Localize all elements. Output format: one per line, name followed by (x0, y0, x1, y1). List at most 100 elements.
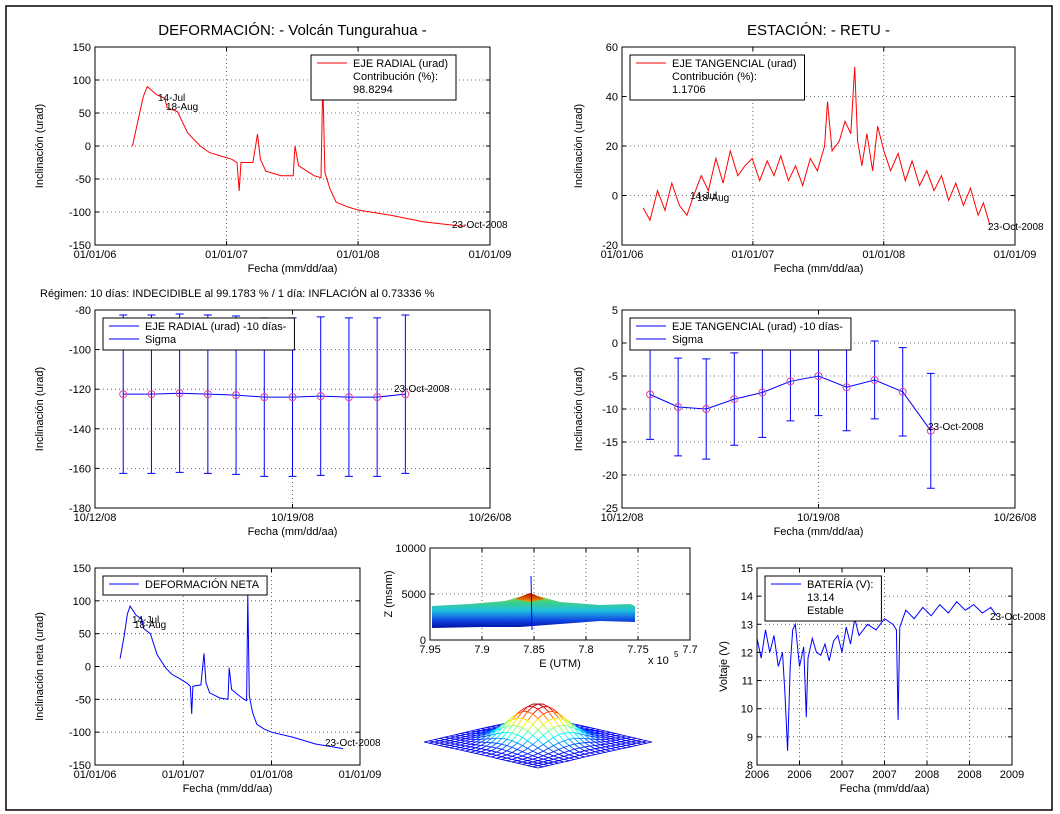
error-bar (316, 316, 325, 476)
annotation: 14-Jul (132, 615, 159, 626)
x-axis-label: Fecha (mm/dd/aa) (183, 783, 273, 795)
y-tick-label: -25 (602, 503, 618, 515)
y-axis-label: Inclinación (urad) (573, 367, 585, 451)
data-point (260, 393, 269, 402)
x-axis-label: Fecha (mm/dd/aa) (774, 263, 864, 275)
x-tick-label: 01/01/09 (469, 249, 512, 261)
data-point (288, 393, 297, 402)
error-bar (898, 347, 907, 437)
y-tick-label: 0 (85, 141, 91, 153)
legend-box (629, 317, 852, 351)
legend-label: Contribución (%): (672, 71, 757, 83)
annotation: 23-Oct-2008 (452, 220, 508, 231)
legend-label: Sigma (672, 334, 704, 346)
legend-label: EJE RADIAL (urad) -10 días- (145, 321, 287, 333)
error-bar (401, 314, 410, 474)
data-point (232, 391, 241, 400)
y-tick-label: -100 (69, 207, 91, 219)
data-point (842, 383, 851, 392)
y-tick-label: 0 (85, 662, 91, 674)
y-tick-label: 15 (741, 563, 753, 575)
annotation: 18-Aug (166, 102, 198, 113)
y-tick-label: 13 (741, 619, 753, 631)
annotation: 23-Oct-2008 (325, 738, 381, 749)
data-point (373, 393, 382, 402)
y-tick-label: 150 (73, 42, 91, 54)
y-tick-label: 11 (742, 676, 753, 688)
legend: DEFORMACIÓN NETA (102, 575, 268, 596)
data-point (344, 393, 353, 402)
data-point (926, 426, 935, 435)
data-point (674, 403, 683, 412)
y-tick-label: -80 (75, 305, 91, 317)
data-point (786, 377, 795, 386)
x-tick-label: 2009 (1000, 769, 1024, 781)
annotation: 23-Oct-2008 (394, 384, 450, 395)
data-point (175, 389, 184, 398)
data-line (756, 601, 998, 751)
x-tick-label: 01/01/08 (337, 249, 380, 261)
chart-panel: -180 -160 -140 -120 -100 -80 10/12/08 10/19/08 1… (34, 305, 511, 538)
legend-label: EJE TANGENCIAL (urad) (672, 58, 797, 70)
surface-mesh (423, 703, 653, 769)
error-bar (674, 357, 683, 457)
x-tick-label: 01/01/07 (731, 249, 774, 261)
legend-label: DEFORMACIÓN NETA (145, 578, 260, 591)
legend-label: Sigma (145, 334, 177, 346)
y-tick-label: 20 (606, 141, 618, 153)
chart-panel: -150 -100 -50 0 50 100 150 01/01/06 01/01/07 01/0… (34, 563, 381, 795)
legend-label: 98.8294 (353, 84, 393, 96)
x-axis-label: E (UTM) (539, 658, 581, 670)
x-tick-label: 7.7 (682, 644, 697, 656)
y-tick-label: 8 (747, 760, 753, 772)
y-tick-label: 0 (612, 338, 618, 350)
y-tick-label: 50 (79, 108, 91, 120)
legend-label: Contribución (%): (353, 71, 438, 83)
legend-box (102, 317, 295, 351)
legend-label: 13.14 (807, 592, 835, 604)
axes-frame (621, 309, 1016, 509)
x-tick-label: 01/01/06 (74, 769, 117, 781)
station-line (530, 575, 533, 631)
legend-label: EJE RADIAL (urad) (353, 58, 448, 70)
data-point (814, 372, 823, 380)
annotation: 18-Aug (697, 193, 729, 204)
y-tick-label: -20 (602, 240, 618, 252)
error-bar (373, 317, 382, 477)
x-tick-label: 7.75 (627, 644, 648, 656)
axes-frame (94, 567, 361, 766)
axes-frame (621, 46, 1016, 246)
y-axis-label: Inclinación (urad) (573, 104, 585, 188)
terrain-peak (515, 593, 545, 602)
data-point (147, 390, 156, 399)
x-axis-label: Fecha (mm/dd/aa) (248, 526, 338, 538)
y-tick-label: 9 (747, 732, 753, 744)
chart-title: DEFORMACIÓN: - Volcán Tungurahua - (158, 22, 426, 39)
y-tick-label: -5 (608, 371, 618, 383)
regime-note: Régimen: 10 días: INDECIDIBLE al 99.1783… (40, 287, 435, 300)
error-bar (730, 352, 739, 446)
y-tick-label: -140 (69, 424, 91, 436)
x-axis-label: Fecha (mm/dd/aa) (248, 263, 338, 275)
data-line (119, 594, 344, 750)
x-tick-label: 01/01/06 (74, 249, 117, 261)
data-point (870, 375, 879, 384)
axes-frame (94, 46, 491, 246)
data-point (119, 390, 128, 399)
legend-box (102, 575, 268, 596)
y-tick-label: 0 (612, 191, 618, 203)
axes-frame (756, 567, 1013, 766)
y-tick-label: -120 (69, 384, 91, 396)
legend: EJE RADIAL (urad)Contribución (%):98.829… (310, 54, 457, 101)
x-tick-label: 7.8 (578, 644, 593, 656)
x-tick-label: 10/26/08 (469, 512, 512, 524)
data-point (316, 392, 325, 401)
chart-panel: 8 9 10 11 12 13 14 15 2006 2006 2007 2007 2008 2008 20… (718, 563, 1046, 795)
x-axis-label: Fecha (mm/dd/aa) (840, 783, 930, 795)
y-tick-label: -20 (602, 470, 618, 482)
x-scale-label: x 10 (648, 655, 669, 667)
x-tick-label: 10/12/08 (601, 512, 644, 524)
y-tick-label: -50 (75, 174, 91, 186)
x-tick-label: 10/19/08 (797, 512, 840, 524)
data-line (132, 79, 465, 227)
